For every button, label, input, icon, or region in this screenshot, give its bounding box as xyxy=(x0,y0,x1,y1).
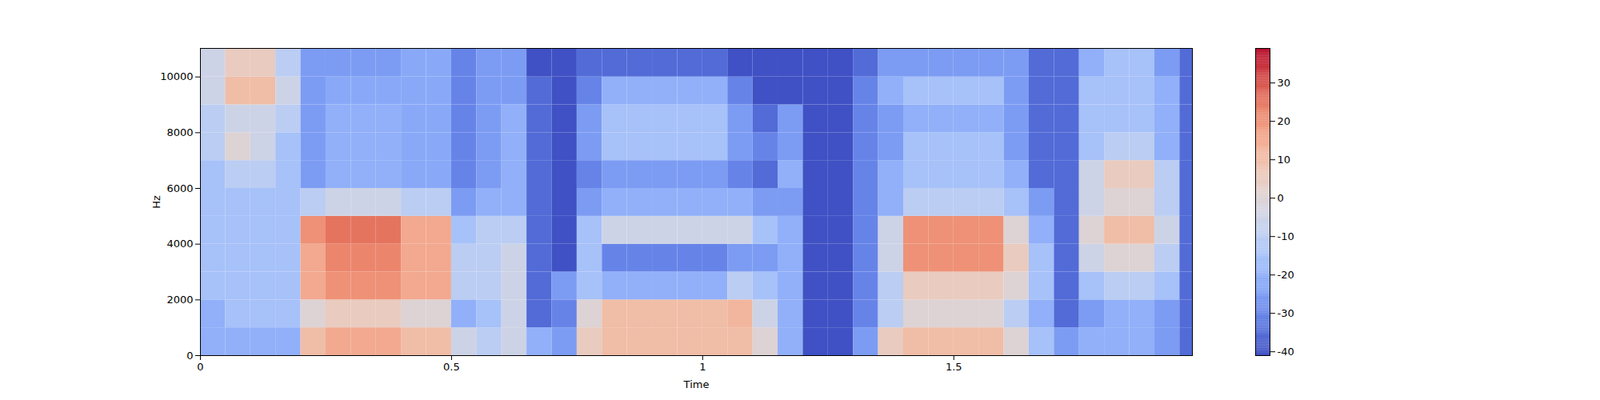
svg-text:20: 20 xyxy=(1277,115,1292,128)
svg-text:Time: Time xyxy=(683,378,710,391)
svg-text:-10: -10 xyxy=(1277,230,1295,243)
svg-text:10: 10 xyxy=(1277,153,1292,166)
svg-text:2000: 2000 xyxy=(166,293,193,306)
svg-text:30: 30 xyxy=(1277,76,1292,89)
svg-text:0: 0 xyxy=(1277,192,1284,204)
svg-text:0.5: 0.5 xyxy=(443,360,460,373)
svg-text:8000: 8000 xyxy=(166,126,193,139)
svg-text:-30: -30 xyxy=(1277,307,1295,320)
svg-text:1.5: 1.5 xyxy=(945,360,963,373)
svg-text:10000: 10000 xyxy=(160,70,193,83)
svg-text:Hz: Hz xyxy=(150,195,163,209)
svg-text:-40: -40 xyxy=(1277,345,1295,358)
svg-text:-20: -20 xyxy=(1277,268,1295,281)
svg-text:4000: 4000 xyxy=(166,237,193,250)
svg-text:0: 0 xyxy=(186,349,193,362)
svg-text:0: 0 xyxy=(196,360,204,373)
svg-text:6000: 6000 xyxy=(166,182,193,195)
svg-text:1: 1 xyxy=(699,360,706,373)
